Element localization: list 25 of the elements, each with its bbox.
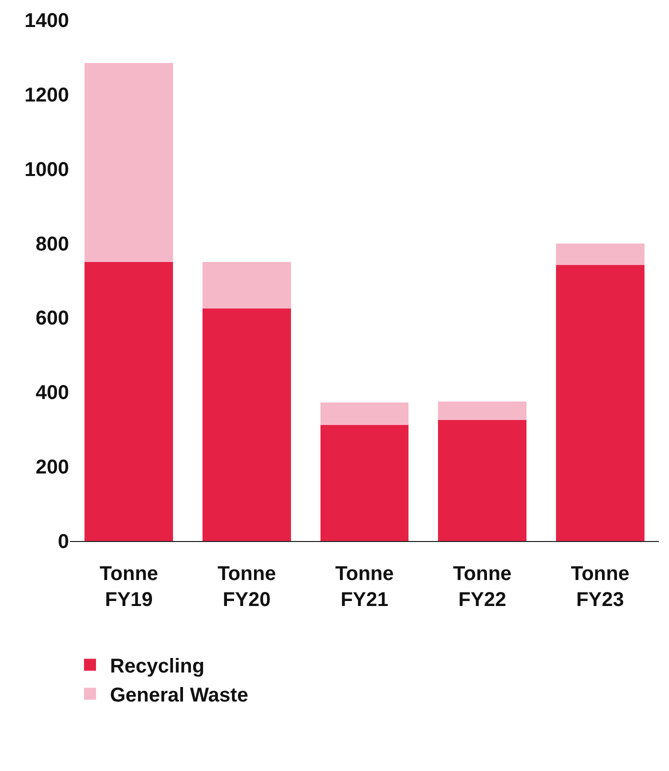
legend-label: General Waste (110, 684, 248, 706)
x-tick-label: Tonne FY22 (453, 563, 512, 611)
x-tick-label: Tonne FY20 (217, 563, 276, 611)
y-tick-label: 600 (36, 308, 69, 330)
y-tick-label: 200 (36, 456, 69, 479)
y-tick-label: 1000 (24, 158, 69, 181)
y-tick-label: 0 (58, 531, 69, 553)
bar (556, 264, 644, 541)
y-tick-label: 400 (36, 382, 69, 404)
y-tick-label: 1400 (24, 10, 69, 32)
bar (438, 401, 526, 420)
y-tick-label: 1200 (24, 84, 69, 106)
bar (438, 420, 526, 541)
bar (84, 262, 174, 541)
legend-label: Recycling (110, 656, 204, 678)
bar (320, 402, 409, 425)
y-tick-label: 800 (36, 233, 69, 256)
bar (202, 262, 291, 308)
bar (84, 62, 174, 262)
bar (556, 243, 644, 265)
x-tick-label: Tonne FY19 (100, 563, 158, 611)
bar (202, 308, 291, 541)
x-tick-label: Tonne FY21 (335, 563, 394, 611)
x-tick-label: Tonne FY23 (570, 563, 630, 611)
bar (320, 424, 409, 541)
